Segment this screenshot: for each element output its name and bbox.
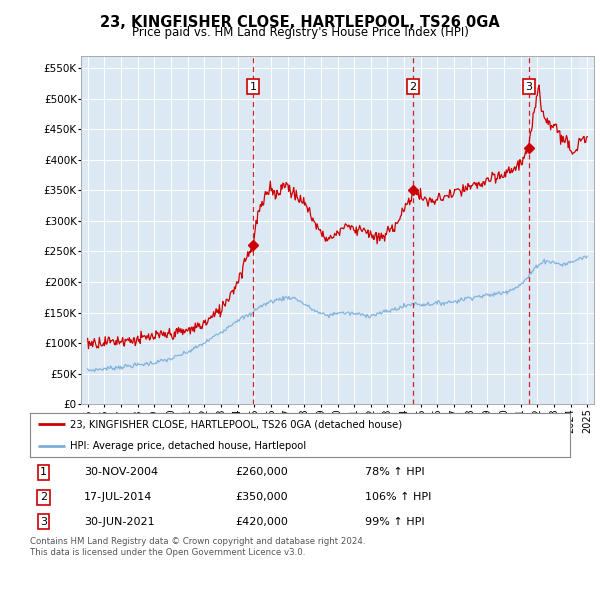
Text: 106% ↑ HPI: 106% ↑ HPI (365, 492, 431, 502)
Text: 17-JUL-2014: 17-JUL-2014 (84, 492, 152, 502)
Text: 3: 3 (526, 81, 533, 91)
Text: 30-NOV-2004: 30-NOV-2004 (84, 467, 158, 477)
Text: 23, KINGFISHER CLOSE, HARTLEPOOL, TS26 0GA (detached house): 23, KINGFISHER CLOSE, HARTLEPOOL, TS26 0… (71, 419, 403, 429)
Text: 78% ↑ HPI: 78% ↑ HPI (365, 467, 424, 477)
FancyBboxPatch shape (579, 56, 596, 404)
Text: This data is licensed under the Open Government Licence v3.0.: This data is licensed under the Open Gov… (30, 548, 305, 556)
Text: 1: 1 (250, 81, 256, 91)
Text: £260,000: £260,000 (235, 467, 288, 477)
Text: Price paid vs. HM Land Registry's House Price Index (HPI): Price paid vs. HM Land Registry's House … (131, 26, 469, 39)
Text: Contains HM Land Registry data © Crown copyright and database right 2024.: Contains HM Land Registry data © Crown c… (30, 537, 365, 546)
Text: £420,000: £420,000 (235, 517, 288, 527)
Text: HPI: Average price, detached house, Hartlepool: HPI: Average price, detached house, Hart… (71, 441, 307, 451)
Text: 2: 2 (410, 81, 416, 91)
Text: 3: 3 (40, 517, 47, 527)
Text: 23, KINGFISHER CLOSE, HARTLEPOOL, TS26 0GA: 23, KINGFISHER CLOSE, HARTLEPOOL, TS26 0… (100, 15, 500, 30)
Text: 1: 1 (40, 467, 47, 477)
Text: 2: 2 (40, 492, 47, 502)
Text: 99% ↑ HPI: 99% ↑ HPI (365, 517, 424, 527)
Text: 30-JUN-2021: 30-JUN-2021 (84, 517, 155, 527)
Text: £350,000: £350,000 (235, 492, 288, 502)
